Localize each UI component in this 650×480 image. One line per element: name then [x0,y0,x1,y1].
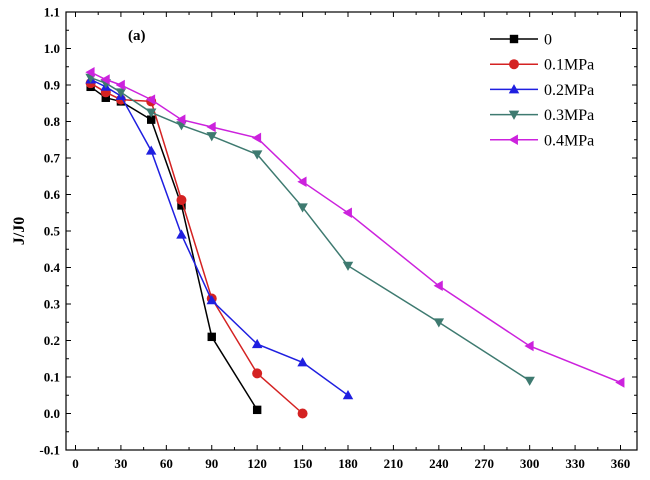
legend-label: 0 [544,32,552,49]
plot-frame [65,11,638,451]
data-point [176,229,187,239]
data-point [115,88,127,98]
y-tick-label: 0.0 [44,406,60,421]
data-point [85,66,95,78]
y-tick-label: 1.0 [44,41,60,56]
legend-label: 0.4MPa [544,132,594,149]
data-point [615,377,625,388]
y-axis-title: J/J0 [11,217,28,245]
series-2 [85,74,354,400]
data-point [176,194,187,205]
legend-item: 0 [490,32,552,49]
data-point [524,376,535,386]
x-tick-label: 240 [429,456,449,471]
data-point [342,207,352,218]
x-tick-label: 360 [611,456,631,471]
y-tick-label: 0.3 [44,297,61,312]
y-tick-label: 0.7 [44,151,61,166]
legend-item: 0.1MPa [490,57,594,74]
series-line [90,71,621,384]
data-point [433,318,445,328]
series-line [90,86,258,411]
data-point [206,295,217,305]
data-point [524,340,534,352]
y-tick-label: -0.1 [39,443,60,458]
y-tick-label: 0.1 [44,370,60,385]
x-tick-label: 150 [293,456,313,471]
y-tick-label: 0.9 [44,78,61,93]
series-1 [85,78,308,419]
data-point [177,201,186,210]
legend: 0 0.1MPa 0.2MPa 0.3MPa 0.4MPa [490,32,594,149]
data-point [176,114,186,125]
y-tick-label: 0.8 [44,114,61,129]
legend-marker [509,34,519,44]
x-tick-label: 30 [114,456,127,471]
data-point [252,405,262,415]
data-point [146,115,156,124]
legend-label: 0.1MPa [544,57,594,74]
y-tick-label: 0.6 [44,187,61,202]
legend-label: 0.3MPa [544,107,594,124]
series-4 [85,66,625,388]
y-tick-label: 1.1 [44,5,60,20]
data-point [207,332,216,342]
x-tick-label: 0 [72,456,79,471]
data-point [252,368,263,379]
x-tick-label: 180 [338,456,358,471]
data-point [251,338,263,349]
data-point [145,145,157,155]
data-point [145,94,156,105]
data-point [342,390,354,400]
legend-marker [508,110,520,120]
panel-label: (a) [128,28,146,44]
legend-marker [508,134,518,146]
series-line [90,76,531,382]
x-tick-label: 210 [384,456,404,471]
y-tick-label: 0.5 [44,224,61,239]
data-point [297,203,308,213]
x-tick-label: 300 [520,456,540,471]
legend-marker [509,59,519,70]
legend-marker [508,84,520,94]
series-group [85,66,625,419]
axis-ticks: -0.1 0.0 0.1 0.2 0.3 0.4 0.5 0.6 0.7 0.8 0.9 1.0 1.1… [39,5,637,471]
data-point [206,132,217,142]
data-point [251,132,262,144]
x-tick-label: 270 [475,456,495,471]
x-tick-label: 330 [565,456,585,471]
x-tick-label: 60 [160,456,173,471]
data-point [297,408,308,419]
legend-item: 0.3MPa [490,107,594,124]
data-point [145,108,157,118]
y-tick-label: 0.4 [44,260,61,275]
y-tick-label: 0.2 [44,333,60,348]
series-3 [85,73,535,386]
data-point [206,121,216,133]
data-point [100,74,110,85]
legend-label: 0.2MPa [544,82,594,99]
data-point [251,150,263,160]
x-tick-label: 120 [247,456,267,471]
data-point [115,79,125,91]
data-point [433,280,443,291]
legend-item: 0.2MPa [490,82,594,99]
data-point [342,261,354,271]
series-line [90,82,304,415]
legend-item: 0.4MPa [490,132,594,149]
x-tick-label: 90 [205,456,218,471]
data-point [297,176,307,187]
data-point [101,93,110,102]
data-point [297,357,308,367]
